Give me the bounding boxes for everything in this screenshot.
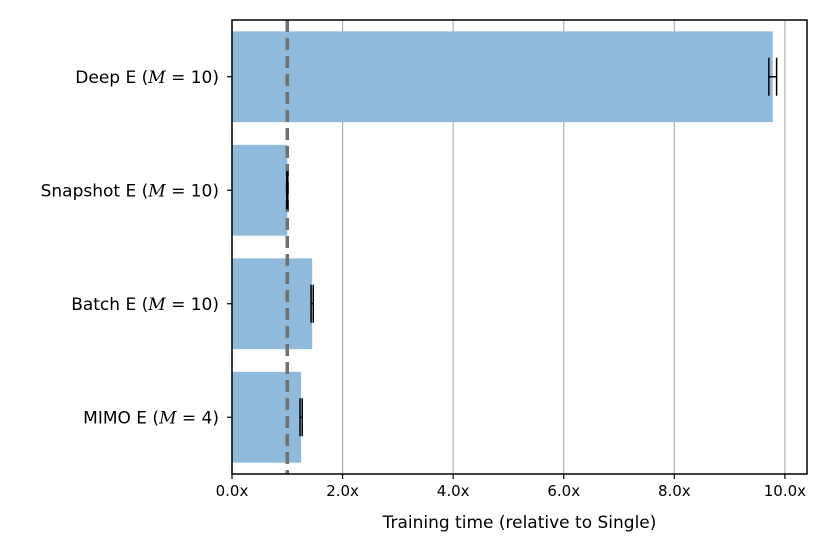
category-param: M	[147, 68, 166, 88]
bar	[232, 371, 302, 463]
y-tick-label: Batch E (M = 10)	[71, 295, 219, 315]
x-tick-label: 6.0x	[547, 482, 580, 500]
x-axis-ticks: 0.0x 2.0x 4.0x 6.0x 8.0x 10.0x	[216, 474, 806, 500]
error-bars	[285, 57, 778, 437]
category-name: MIMO E (	[83, 408, 159, 428]
category-name: Batch E (	[71, 295, 148, 315]
x-tick-label: 0.0x	[216, 482, 249, 500]
category-param: M	[158, 408, 177, 428]
bar	[232, 144, 288, 236]
y-tick-label: Deep E (M = 10)	[75, 68, 219, 88]
y-tick-label: MIMO E (M = 4)	[83, 408, 219, 428]
x-axis-label: Training time (relative to Single)	[382, 513, 657, 533]
plot-frame	[231, 19, 808, 475]
category-name: Snapshot E (	[41, 181, 149, 201]
y-axis-ticks: Deep E (M = 10)Snapshot E (M = 10)Batch …	[41, 68, 232, 428]
x-tick-label: 10.0x	[764, 482, 806, 500]
category-param: M	[147, 295, 166, 315]
bars	[232, 31, 773, 463]
bar	[232, 31, 773, 123]
x-tick-label: 8.0x	[658, 482, 691, 500]
bar	[232, 258, 313, 350]
x-tick-label: 4.0x	[437, 482, 470, 500]
category-param: M	[147, 181, 166, 201]
category-param-value: = 4)	[177, 408, 220, 428]
x-tick-label: 2.0x	[326, 482, 359, 500]
category-name: Deep E (	[75, 68, 148, 88]
category-param-value: = 10)	[166, 68, 219, 88]
category-param-value: = 10)	[166, 295, 219, 315]
y-tick-label: Snapshot E (M = 10)	[41, 181, 219, 201]
category-param-value: = 10)	[166, 181, 219, 201]
